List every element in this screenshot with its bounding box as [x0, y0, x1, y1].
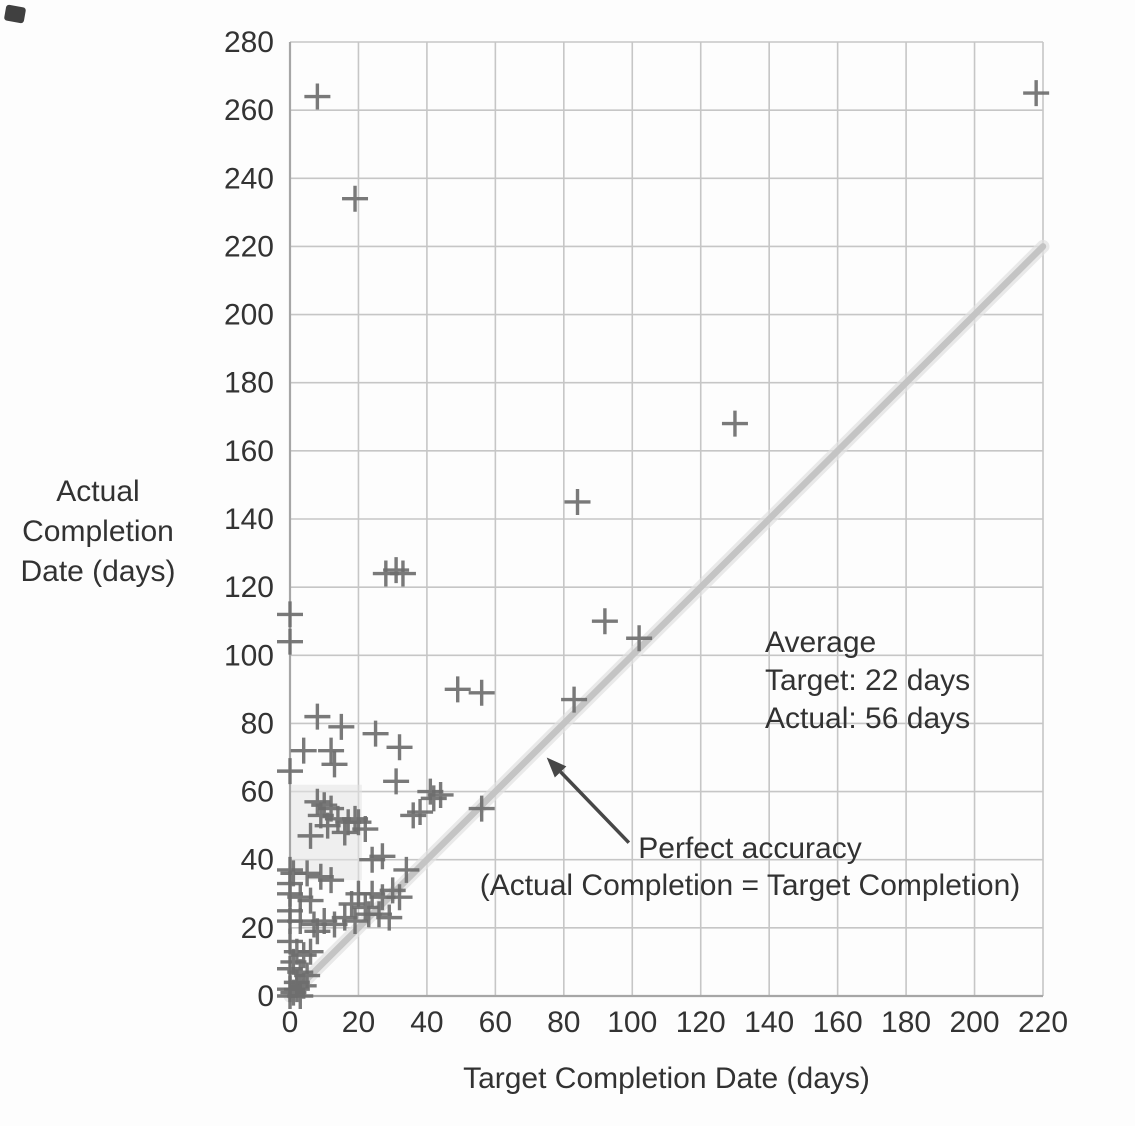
data-point-marker: [386, 884, 413, 911]
y-tick-label: 20: [241, 912, 274, 945]
x-tick-label: 100: [607, 1006, 657, 1039]
data-point-marker: [444, 676, 471, 703]
x-tick-label: 140: [744, 1006, 794, 1039]
average-annotation-line: Target: 22 days: [765, 664, 971, 697]
data-point-marker: [342, 908, 369, 935]
x-tick-label: 160: [813, 1006, 863, 1039]
data-point-marker: [338, 891, 365, 918]
reference-line-label-title: Perfect accuracy: [638, 832, 862, 865]
x-tick-label: 60: [479, 1006, 512, 1039]
data-point-marker: [304, 788, 331, 815]
y-tick-label: 60: [241, 776, 274, 809]
y-tick-label: 100: [224, 639, 274, 672]
y-tick-label: 240: [224, 162, 274, 195]
data-point-marker: [331, 819, 358, 846]
data-point-marker: [427, 781, 454, 808]
data-point-marker: [297, 938, 324, 965]
data-point-marker: [321, 751, 348, 778]
data-point-marker: [277, 628, 303, 655]
data-point-marker: [297, 887, 324, 914]
y-tick-label: 220: [224, 230, 274, 263]
data-point-marker: [314, 812, 341, 839]
average-annotation-line: Actual: 56 days: [765, 702, 971, 735]
data-point-marker: [277, 601, 303, 628]
data-point-marker: [287, 983, 314, 1009]
data-point-marker: [379, 877, 406, 904]
data-point-marker: [352, 816, 379, 843]
data-point-marker: [468, 679, 495, 706]
y-tick-label: 280: [224, 26, 274, 59]
y-tick-label: 0: [257, 980, 274, 1013]
data-point-marker: [389, 560, 416, 587]
data-point-marker: [400, 802, 427, 829]
data-point-marker: [468, 795, 495, 822]
x-tick-label: 180: [881, 1006, 931, 1039]
x-tick-label: 220: [1018, 1006, 1068, 1039]
scan-artifact: [3, 4, 27, 24]
data-point-marker: [393, 856, 420, 883]
data-point-marker: [304, 918, 331, 945]
y-tick-label: 40: [241, 844, 274, 877]
y-tick-label: 260: [224, 94, 274, 127]
data-point-marker: [352, 894, 379, 921]
annotation-arrow-head: [546, 757, 567, 778]
data-point-marker: [376, 904, 403, 931]
annotation-arrow-shaft: [559, 770, 631, 844]
x-tick-label: 40: [410, 1006, 443, 1039]
data-point-marker: [420, 785, 447, 812]
data-point-marker: [304, 83, 331, 110]
data-point-marker: [1023, 80, 1050, 107]
data-point-marker: [626, 625, 653, 652]
reference-line-label-formula: (Actual Completion = Target Completion): [479, 869, 1021, 902]
data-point-marker: [318, 867, 345, 894]
data-point-marker: [277, 758, 303, 785]
x-tick-label: 0: [282, 1006, 299, 1039]
x-tick-label: 120: [676, 1006, 726, 1039]
x-tick-label: 200: [950, 1006, 1000, 1039]
data-point-marker: [328, 713, 355, 740]
data-point-marker: [342, 185, 369, 212]
data-point-marker: [318, 737, 345, 764]
data-point-marker: [564, 488, 591, 515]
average-annotation: Average Target: 22 days Actual: 56 days: [765, 624, 970, 738]
data-point-marker: [591, 608, 618, 635]
data-point-marker: [287, 908, 314, 935]
data-point-marker: [561, 686, 588, 713]
y-axis-title-line: Completion: [22, 515, 174, 548]
y-axis-title: Actual Completion Date (days): [0, 472, 196, 592]
data-point-marker: [721, 410, 748, 437]
data-point-marker: [362, 720, 389, 747]
data-point-marker: [345, 809, 372, 836]
x-axis-title: Target Completion Date (days): [463, 1062, 870, 1095]
data-point-marker: [297, 822, 324, 849]
x-tick-label: 80: [547, 1006, 580, 1039]
average-annotation-line: Average: [765, 626, 877, 659]
y-axis-title-line: Date (days): [20, 555, 176, 588]
data-point-marker: [383, 557, 410, 584]
y-tick-label: 80: [241, 707, 274, 740]
data-point-marker: [383, 768, 410, 795]
y-tick-label: 200: [224, 299, 274, 332]
y-axis-title-line: Actual: [56, 475, 140, 508]
y-tick-label: 140: [224, 503, 274, 536]
x-tick-label: 20: [342, 1006, 375, 1039]
y-tick-label: 180: [224, 367, 274, 400]
reference-line-label: Perfect accuracy (Actual Completion = Ta…: [380, 830, 1120, 904]
y-tick-label: 120: [224, 571, 274, 604]
data-point-marker: [369, 843, 396, 870]
data-point-marker: [407, 799, 434, 826]
y-tick-label: 160: [224, 435, 274, 468]
data-point-marker: [304, 703, 331, 730]
data-point-marker: [294, 860, 321, 887]
data-point-marker: [290, 737, 317, 764]
data-point-marker: [386, 734, 413, 761]
